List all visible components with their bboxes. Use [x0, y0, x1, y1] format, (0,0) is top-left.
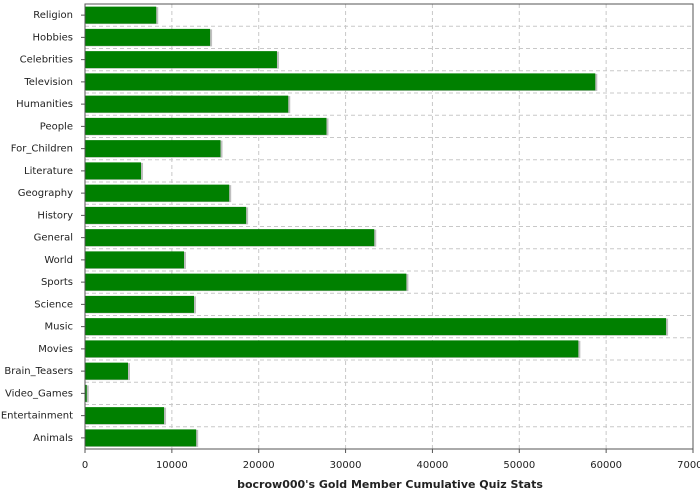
bar: [85, 429, 197, 447]
y-tick-label: Television: [23, 77, 73, 88]
y-tick-label: World: [44, 255, 73, 266]
x-tick-label: 30000: [330, 460, 362, 471]
x-tick-label: 40000: [417, 460, 449, 471]
bar: [85, 295, 195, 313]
bar: [85, 117, 327, 135]
y-tick-label: Humanities: [16, 99, 73, 110]
bar: [85, 140, 221, 158]
y-tick-label: Music: [45, 322, 73, 333]
y-tick-label: History: [37, 210, 73, 221]
y-tick-label: Hobbies: [33, 32, 73, 43]
y-tick-label: Animals: [33, 433, 73, 444]
bar: [85, 407, 165, 425]
bar: [85, 73, 596, 91]
bar: [85, 6, 157, 24]
x-tick-label: 20000: [243, 460, 275, 471]
bar: [85, 184, 230, 202]
bar: [85, 340, 579, 358]
x-tick-label: 50000: [503, 460, 535, 471]
x-tick-label: 10000: [156, 460, 188, 471]
y-tick-label: People: [40, 121, 73, 132]
bar-shadow: [86, 385, 89, 403]
y-tick-label: General: [34, 233, 73, 244]
bar: [85, 384, 87, 402]
x-tick-label: 70000: [677, 460, 700, 471]
y-tick-label: Video_Games: [5, 388, 73, 399]
bar: [85, 28, 211, 46]
bar: [85, 162, 142, 180]
y-tick-label: Movies: [38, 344, 73, 355]
y-tick-label: For_Children: [11, 144, 73, 155]
bar: [85, 251, 185, 269]
bar: [85, 362, 128, 380]
plot-frame: [84, 3, 694, 450]
bar: [85, 206, 247, 224]
bar: [85, 273, 407, 291]
y-tick-label: Literature: [24, 166, 73, 177]
y-tick-label: Brain_Teasers: [4, 366, 73, 377]
bar: [85, 95, 289, 113]
y-tick-label: Geography: [18, 188, 73, 199]
y-tick-label: Celebrities: [20, 55, 73, 66]
x-tick-label: 0: [82, 460, 88, 471]
y-tick-label: Entertainment: [1, 411, 73, 422]
bar: [85, 51, 277, 69]
x-axis-label: bocrow000's Gold Member Cumulative Quiz …: [237, 478, 543, 491]
x-tick-label: 60000: [590, 460, 622, 471]
y-tick-label: Religion: [33, 10, 73, 21]
bar: [85, 318, 667, 336]
bar: [85, 229, 375, 247]
y-tick-label: Sports: [41, 277, 73, 288]
y-tick-label: Science: [34, 299, 73, 310]
